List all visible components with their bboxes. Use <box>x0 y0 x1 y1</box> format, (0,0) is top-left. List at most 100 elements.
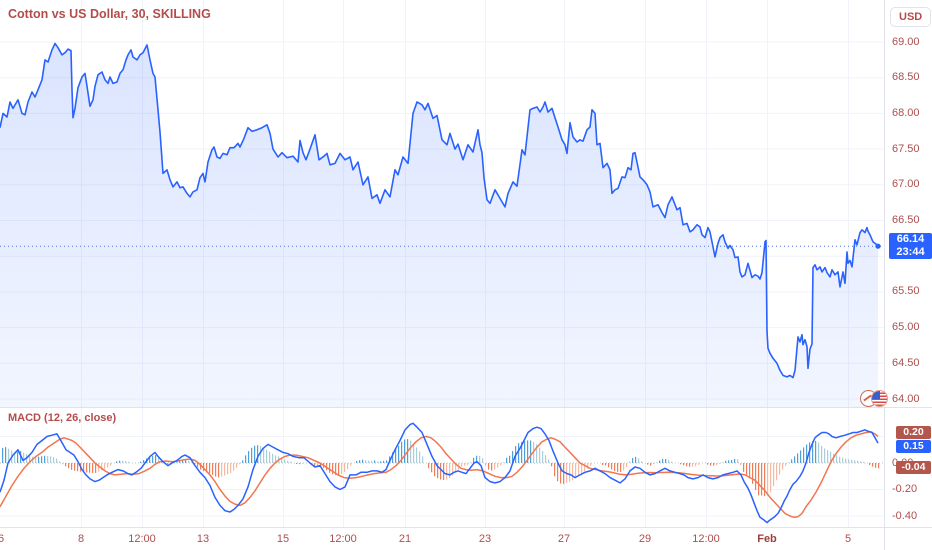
histogram-bar <box>434 463 436 477</box>
histogram-bar <box>536 444 538 463</box>
histogram-bar <box>818 442 820 463</box>
histogram-bar <box>413 443 415 463</box>
histogram-bar <box>779 463 781 475</box>
histogram-bar <box>707 463 709 465</box>
macd-signal-badge: 0.20 <box>896 426 931 439</box>
histogram-bar <box>479 455 481 463</box>
histogram-bar <box>209 463 211 474</box>
histogram-bar <box>554 463 556 477</box>
histogram-bar <box>398 445 400 463</box>
histogram-bar <box>626 463 628 467</box>
histogram-bar <box>656 462 658 463</box>
histogram-bar <box>770 463 772 493</box>
histogram-bar <box>545 455 547 463</box>
histogram-bar <box>797 453 799 463</box>
histogram-bar <box>158 457 160 463</box>
histogram-bar <box>734 459 736 463</box>
histogram-bar <box>284 459 286 463</box>
symbol-title: Cotton vs US Dollar, 30, SKILLING <box>8 7 211 21</box>
histogram-bar <box>668 460 670 463</box>
histogram-bar <box>347 463 349 470</box>
histogram-bar <box>98 463 100 472</box>
histogram-bar <box>698 463 700 465</box>
histogram-bar <box>167 463 169 464</box>
histogram-bar <box>794 456 796 463</box>
histogram-bar <box>365 460 367 463</box>
histogram-bar <box>95 463 97 473</box>
histogram-bar <box>845 458 847 463</box>
histogram-bar <box>776 463 778 481</box>
macd-line-badge: 0.15 <box>896 440 931 453</box>
histogram-bar <box>578 463 580 477</box>
histogram-bar <box>557 463 559 482</box>
histogram-bar <box>791 459 793 463</box>
histogram-bar <box>74 463 76 471</box>
histogram-bar <box>260 446 262 463</box>
histogram-bar <box>584 463 586 472</box>
histogram-bar <box>749 463 751 479</box>
histogram-bar <box>629 461 631 463</box>
histogram-bar <box>338 463 340 476</box>
histogram-bar <box>740 463 742 466</box>
histogram-bar <box>395 448 397 463</box>
histogram-bar <box>587 463 589 469</box>
histogram-bar <box>266 449 268 463</box>
histogram-bar <box>263 447 265 463</box>
histogram-bar <box>218 463 220 478</box>
histogram-bar <box>506 457 508 463</box>
histogram-bar <box>683 463 685 466</box>
histogram-bar <box>68 463 70 469</box>
histogram-bar <box>632 458 634 463</box>
histogram-bar <box>215 463 217 477</box>
instrument-logo[interactable] <box>860 389 896 408</box>
histogram-bar <box>86 463 88 473</box>
histogram-bar <box>65 463 67 467</box>
histogram-bar <box>758 463 760 496</box>
histogram-bar <box>491 463 493 471</box>
histogram-bar <box>14 451 16 463</box>
histogram-bar <box>800 450 802 463</box>
histogram-bar <box>377 461 379 463</box>
histogram-bar <box>608 463 610 468</box>
histogram-bar <box>854 460 856 463</box>
histogram-bar <box>368 460 370 463</box>
histogram-bar <box>839 456 841 463</box>
histogram-bar <box>23 452 25 463</box>
histogram-bar <box>638 458 640 463</box>
histogram-bar <box>620 463 622 472</box>
histogram-bar <box>815 440 817 463</box>
histogram-bar <box>827 450 829 463</box>
histogram-bar <box>497 463 499 468</box>
histogram-bar <box>803 447 805 463</box>
histogram-bar <box>842 457 844 463</box>
histogram-bar <box>53 457 55 463</box>
histogram-bar <box>743 463 745 472</box>
histogram-bar <box>41 456 43 463</box>
last-price-badge: 66.14 23:44 <box>889 233 932 259</box>
histogram-bar <box>464 463 466 466</box>
histogram-bar <box>500 463 502 466</box>
histogram-bar <box>371 460 373 463</box>
histogram-bar <box>719 463 721 464</box>
histogram-bar <box>119 460 121 463</box>
histogram-bar <box>281 457 283 463</box>
histogram-bar <box>302 463 304 464</box>
histogram-bar <box>233 463 235 471</box>
histogram-bar <box>662 459 664 463</box>
histogram-bar <box>572 463 574 481</box>
histogram-bar <box>752 463 754 484</box>
last-price-marker <box>875 243 881 249</box>
histogram-bar <box>581 463 583 474</box>
histogram-bar <box>47 455 49 463</box>
histogram-bar <box>689 463 691 467</box>
histogram-bar <box>527 440 529 463</box>
histogram-bar <box>383 460 385 463</box>
histogram-bar <box>530 440 532 463</box>
histogram-bar <box>686 463 688 467</box>
histogram-bar <box>251 447 253 463</box>
currency-button[interactable]: USD <box>890 7 932 27</box>
histogram-bar <box>542 451 544 463</box>
histogram-bar <box>314 463 316 467</box>
